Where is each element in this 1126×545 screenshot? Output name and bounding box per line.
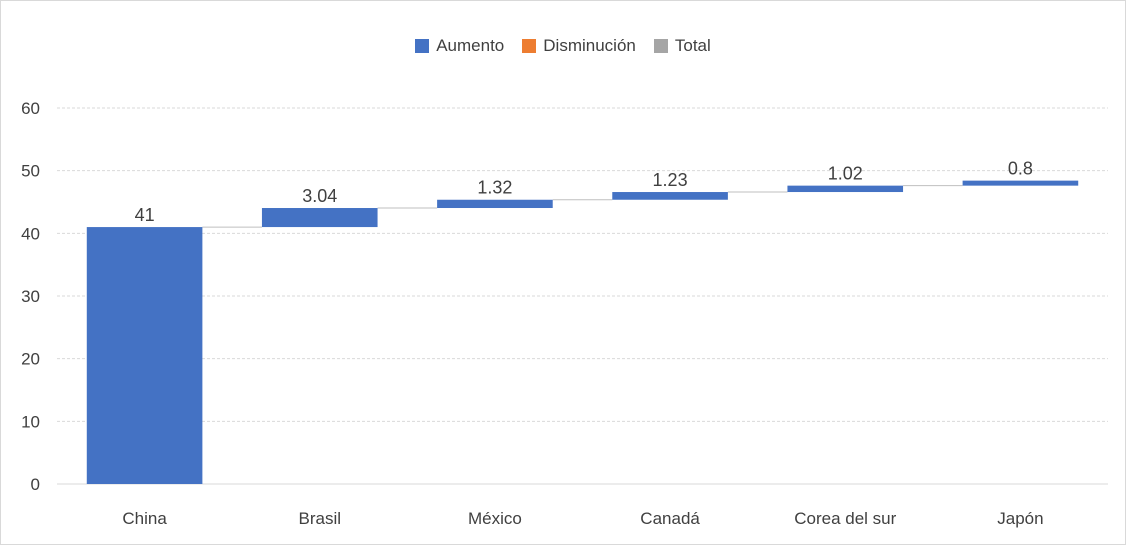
y-tick-label: 40 [21, 224, 40, 243]
y-tick-label: 30 [21, 287, 40, 306]
y-tick-label: 50 [21, 162, 40, 181]
bar-china [86, 227, 203, 485]
data-label: 0.8 [1008, 159, 1033, 179]
data-label: 3.04 [302, 186, 337, 206]
x-tick-label: Japón [997, 509, 1043, 528]
legend-item-disminucion: Disminución [522, 36, 636, 56]
data-labels: 41 3.04 1.32 1.23 1.02 0.8 [135, 159, 1033, 225]
y-tick-label: 10 [21, 412, 40, 431]
bar-japón [962, 180, 1079, 186]
bar-méxico [437, 199, 553, 209]
bar-corea-del-sur [787, 185, 904, 193]
x-tick-label: Brasil [298, 509, 341, 528]
connector-lines [202, 185, 963, 228]
data-label: 1.23 [653, 170, 688, 190]
bar-canadá [612, 192, 728, 200]
x-tick-label: México [468, 509, 522, 528]
gridlines [57, 107, 1108, 485]
bars [86, 180, 1079, 485]
legend-label-total: Total [674, 36, 711, 55]
chart-legend: Aumento Disminución Total [0, 36, 1126, 56]
x-tick-label: Canadá [640, 509, 700, 528]
x-tick-label: China [122, 509, 167, 528]
legend-item-total: Total [653, 36, 711, 56]
legend-swatch-total [653, 39, 668, 53]
y-tick-label: 0 [31, 475, 40, 494]
bar-brasil [261, 208, 378, 228]
legend-item-aumento: Aumento [415, 36, 504, 56]
x-axis-ticks: China Brasil México Canadá Corea del sur Japó… [122, 509, 1043, 528]
y-tick-label: 60 [21, 99, 40, 118]
y-tick-label: 20 [21, 350, 40, 369]
data-label: 1.32 [477, 178, 512, 198]
legend-swatch-disminucion [522, 39, 537, 53]
legend-swatch-aumento [415, 39, 430, 53]
legend-label-disminucion: Disminución [543, 36, 636, 55]
y-axis-ticks: 0 10 20 30 40 50 60 [21, 99, 40, 494]
data-label: 1.02 [828, 164, 863, 184]
data-label: 41 [135, 205, 155, 225]
legend-label-aumento: Aumento [436, 36, 505, 55]
x-tick-label: Corea del sur [794, 509, 896, 528]
